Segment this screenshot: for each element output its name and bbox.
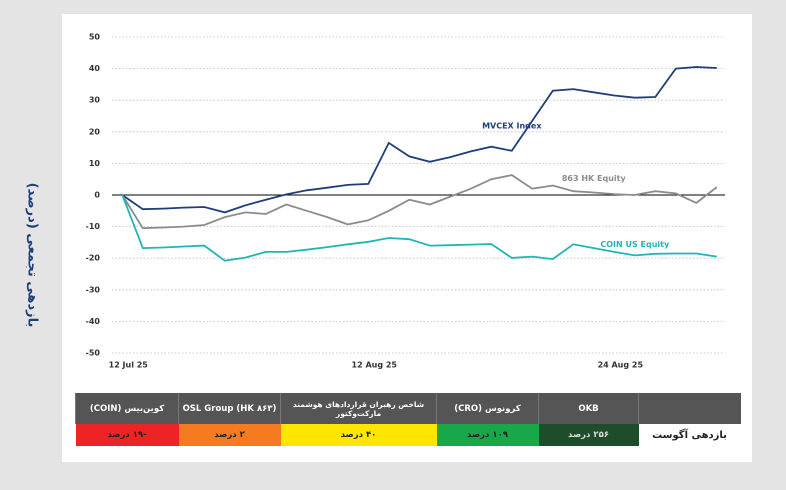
series-line — [121, 66, 717, 214]
x-tick-label: 12 Jul 25 — [109, 361, 149, 370]
value-cell: ۲ درصد — [178, 424, 281, 446]
series-label: MVCEX Index — [482, 121, 542, 130]
y-tick-label: -40 — [86, 317, 101, 326]
y-tick-label: 20 — [89, 127, 101, 136]
value-cell: -۱۹ درصد — [75, 424, 179, 446]
returns-table: OKB کرونوس (CRO) شاخص رهبران قراردادهای … — [75, 393, 741, 446]
series-label: COIN US Equity — [600, 240, 670, 249]
header-cell: OSL Group (HK ۸۶۳) — [178, 393, 281, 424]
y-tick-label: 0 — [94, 191, 100, 200]
y-tick-label: -20 — [86, 254, 101, 263]
panel — [62, 14, 752, 462]
header-cell — [638, 393, 741, 424]
value-cell: ۴۰ درصد — [280, 424, 437, 446]
y-tick-label: 30 — [89, 96, 101, 105]
y-tick-label: 40 — [89, 64, 101, 73]
series-label: 863 HK Equity — [562, 174, 627, 183]
y-tick-label: -50 — [86, 349, 101, 358]
y-tick-label: 50 — [89, 33, 101, 42]
value-row: بازدهی آگوست ۲۵۶ درصد ۱۰۹ درصد ۴۰ درصد ۲… — [75, 424, 741, 446]
y-tick-label: -30 — [86, 285, 101, 294]
series-line — [121, 194, 717, 262]
y-axis-label: بازدهی تجمعی (درصد) — [25, 183, 40, 328]
header-cell: کرونوس (CRO) — [436, 393, 539, 424]
value-cell: ۲۵۶ درصد — [538, 424, 639, 446]
chart: بازدهی تجمعی (درصد) -50 -40 -30 -20 -10 0 10 20… — [25, 33, 725, 370]
value-cell: ۱۰۹ درصد — [436, 424, 539, 446]
header-cell: OKB — [538, 393, 639, 424]
series-line — [121, 174, 718, 230]
x-tick-label: 12 Aug 25 — [352, 361, 398, 370]
header-cell: کوین‌بیس (COIN) — [75, 393, 179, 424]
header-cell: شاخص رهبران قراردادهای هوشمند مارکت‌وکتو… — [280, 393, 437, 424]
y-tick-label: -10 — [86, 222, 101, 231]
header-row: OKB کرونوس (CRO) شاخص رهبران قراردادهای … — [75, 393, 741, 424]
y-tick-label: 10 — [89, 159, 101, 168]
x-tick-label: 24 Aug 25 — [598, 361, 644, 370]
row-label: بازدهی آگوست — [638, 424, 741, 446]
